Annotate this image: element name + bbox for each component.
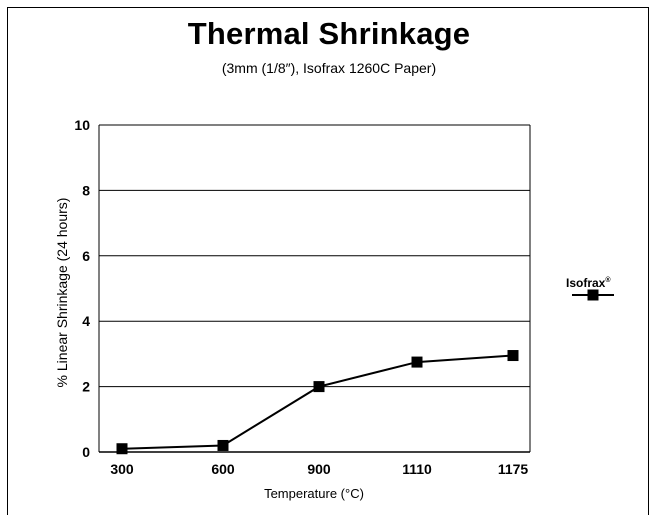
series-line-0 [121,354,514,450]
y-axis-label: % Linear Shrinkage (24 hours) [54,198,70,388]
chart-title: Thermal Shrinkage [187,16,471,51]
legend-registered-mark: ® [605,277,611,284]
chart-subtitle: (3mm (1/8″), Isofrax 1260C Paper) [221,60,437,76]
y-tick-label-8: 8 [82,182,90,198]
data-point-1175 [507,350,519,362]
x-tick-label-1175: 1175 [498,461,529,477]
y-tick-label-10: 10 [74,117,90,133]
x-tick-label-300: 300 [110,461,134,477]
x-tick-label-1110: 1110 [402,461,432,477]
chart-frame [7,7,649,515]
legend-series-name: Isofrax [566,276,606,290]
x-axis-label: Temperature (°C) [264,486,364,501]
legend-label: Isofrax® [566,276,611,290]
data-point-900 [313,381,325,393]
y-tick-label-0: 0 [82,444,90,460]
data-point-1110 [411,356,423,368]
y-tick-label-2: 2 [82,379,90,395]
data-point-300 [116,443,128,455]
y-tick-label-6: 6 [82,248,90,264]
x-tick-label-900: 900 [307,461,331,477]
legend-marker [587,289,599,301]
data-point-600 [217,439,229,451]
y-tick-label-4: 4 [82,313,90,329]
x-tick-label-600: 600 [211,461,235,477]
